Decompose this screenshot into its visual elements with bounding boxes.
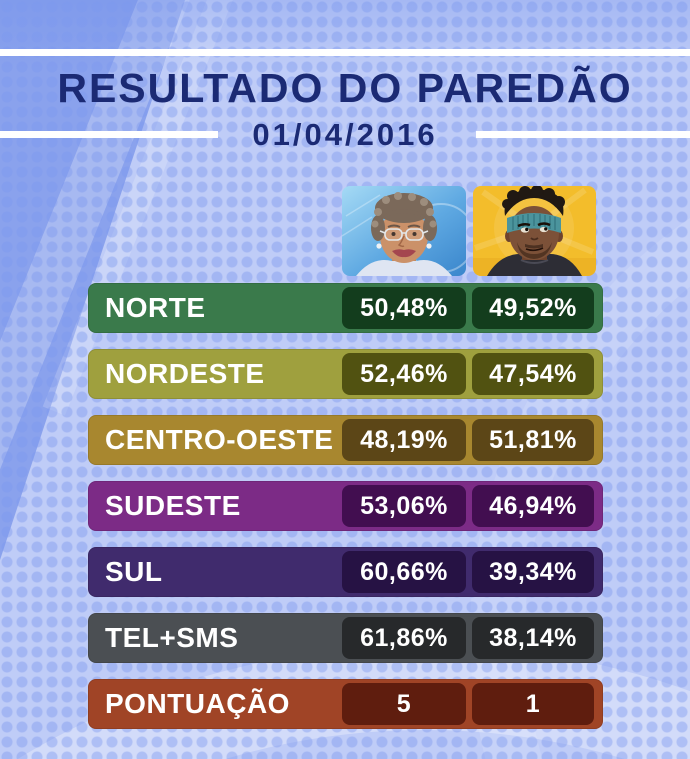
contestant-left-photo (342, 186, 466, 276)
region-label: SUDESTE (105, 490, 241, 521)
vote-value-right: 51,81% (472, 419, 594, 461)
score-value-left: 5 (342, 683, 466, 725)
result-row-pontuacao: PONTUAÇÃO 5 1 (88, 679, 603, 729)
result-row-centro-oeste: CENTRO-OESTE 48,19% 51,81% (88, 415, 603, 465)
result-row-sudeste: SUDESTE 53,06% 46,94% (88, 481, 603, 531)
vote-value-left: 61,86% (342, 617, 466, 659)
page-title: RESULTADO DO PAREDÃO (57, 65, 633, 111)
date-label: 01/04/2016 (252, 117, 438, 152)
vote-value-left: 48,19% (342, 419, 466, 461)
region-label: NORDESTE (105, 358, 265, 389)
vote-value-right: 49,52% (472, 287, 594, 329)
score-label: PONTUAÇÃO (105, 688, 290, 719)
region-label: NORTE (105, 292, 206, 323)
result-row-norte: NORTE 50,48% 49,52% (88, 283, 603, 333)
vote-value-right: 47,54% (472, 353, 594, 395)
region-label: CENTRO-OESTE (105, 424, 334, 455)
region-label: SUL (105, 556, 163, 587)
vote-value-right: 46,94% (472, 485, 594, 527)
vote-value-left: 52,46% (342, 353, 466, 395)
results-table: NORTE 50,48% 49,52% NORDESTE 52,46% 47,5… (88, 283, 603, 745)
vote-value-left: 50,48% (342, 287, 466, 329)
vote-value-left: 60,66% (342, 551, 466, 593)
region-label: TEL+SMS (105, 622, 239, 653)
result-row-nordeste: NORDESTE 52,46% 47,54% (88, 349, 603, 399)
score-value-right: 1 (472, 683, 594, 725)
date-divider-left (0, 131, 218, 138)
contestant-right-photo (473, 186, 596, 276)
vote-value-left: 53,06% (342, 485, 466, 527)
top-divider-line (0, 49, 690, 56)
result-row-sul: SUL 60,66% 39,34% (88, 547, 603, 597)
vote-value-right: 39,34% (472, 551, 594, 593)
man-teal-headband-avatar-icon (473, 186, 596, 276)
date-divider-right (476, 131, 690, 138)
background-top-shade (0, 0, 690, 70)
result-row-tel-sms: TEL+SMS 61,86% 38,14% (88, 613, 603, 663)
woman-gray-hair-glasses-avatar-icon (342, 186, 466, 276)
vote-value-right: 38,14% (472, 617, 594, 659)
